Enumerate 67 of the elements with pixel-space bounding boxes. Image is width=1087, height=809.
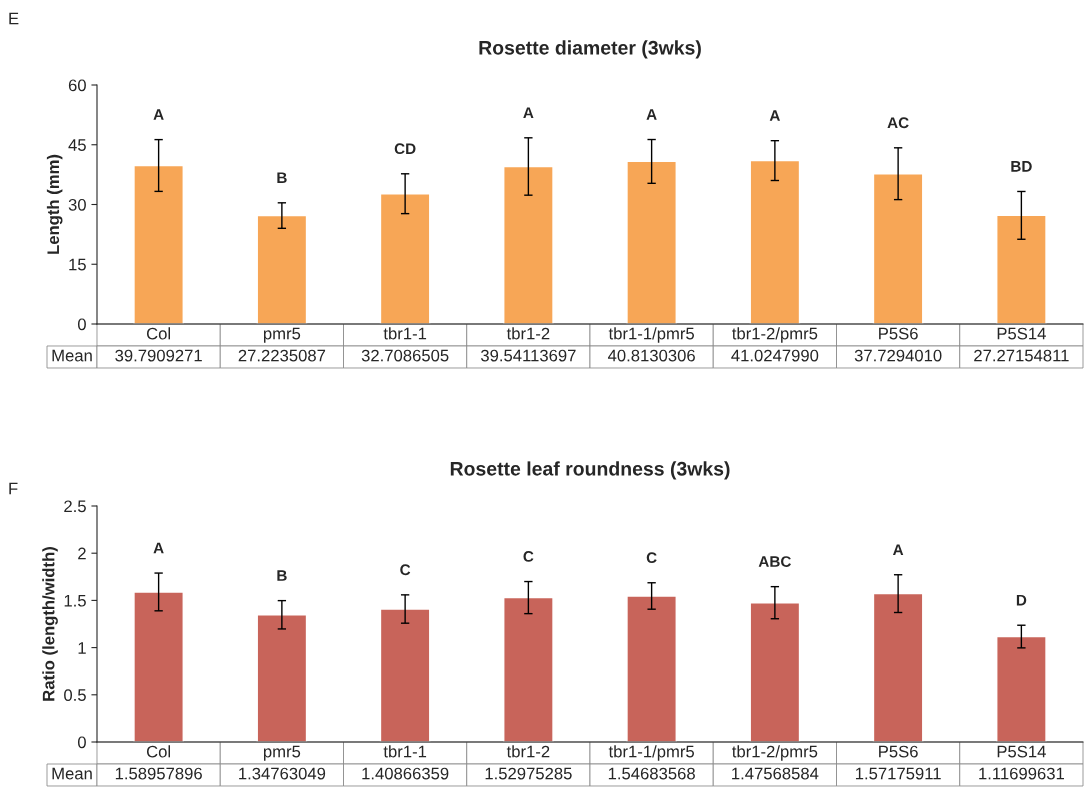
data-label: 27.27154811: [974, 349, 1069, 362]
annotation: ABC: [758, 556, 792, 567]
data-label: 1.52975285: [485, 767, 572, 780]
x-tick-label: tbr1-2/pmr5: [732, 327, 818, 343]
x-tick-label: Col: [146, 327, 171, 340]
annotation: BD: [1011, 161, 1032, 172]
data-label: 1.54683568: [608, 767, 695, 780]
x-tick-label: tbr1-2: [506, 745, 550, 758]
x-tick-label: Col: [146, 745, 171, 758]
y-tick-label: 0: [77, 318, 86, 331]
x-tick-label: tbr1-2/pmr5: [732, 745, 818, 761]
data-label: 39.54113697: [480, 349, 576, 362]
annotation: C: [646, 552, 657, 564]
y-tick-label: 0: [77, 736, 86, 749]
annotation: A: [892, 544, 904, 555]
text: E: [9, 12, 19, 25]
x-tick-label: P5S6: [879, 327, 918, 340]
x-tick-label: tbr1-1: [383, 327, 427, 340]
x-tick-label: pmr5: [263, 327, 301, 343]
data-label: 32.7086505: [361, 349, 449, 362]
y-tick-label: 15: [69, 258, 86, 271]
data-label: 1.40866359: [362, 767, 449, 780]
x-tick-label: tbr1-1/pmr5: [608, 327, 694, 343]
chart-title: Rosette diameter (3wks): [479, 40, 701, 59]
data-label: 1.47568584: [732, 767, 819, 780]
data-label: 37.7294010: [854, 349, 942, 362]
x-tick-label: P5S14: [997, 745, 1046, 758]
text: Mean: [52, 767, 92, 780]
data-label: 40.8130306: [607, 349, 695, 362]
x-tick-label: pmr5: [263, 745, 301, 761]
data-label: 27.2235087: [238, 349, 326, 362]
text: Mean: [52, 349, 92, 362]
data-label: 1.57175911: [855, 767, 941, 780]
y-tick-label: 1: [78, 642, 86, 654]
data-label: 1.58957896: [115, 767, 202, 780]
y-axis-title: Length (mm): [46, 154, 63, 254]
annotation: AC: [887, 117, 909, 129]
y-tick-label: 2: [78, 547, 86, 560]
text: F: [9, 482, 18, 495]
chart-title: Rosette leaf roundness (3wks): [450, 461, 730, 480]
annotation: CD: [394, 143, 416, 155]
x-tick-label: tbr1-1: [383, 745, 427, 758]
y-axis-title: Ratio (length/width): [42, 547, 58, 701]
annotation: A: [153, 109, 164, 120]
y-tick-label: 1.5: [64, 594, 86, 607]
y-tick-label: 30: [68, 198, 86, 211]
y-tick-label: 0.5: [64, 689, 86, 701]
annotation: A: [153, 542, 164, 554]
annotation: A: [769, 110, 780, 121]
x-tick-label: P5S6: [879, 745, 918, 758]
annotation: C: [400, 564, 411, 576]
x-tick-label: tbr1-2: [506, 327, 550, 340]
annotation: C: [523, 551, 534, 562]
data-label: 1.11699631: [979, 767, 1064, 780]
annotation: B: [277, 172, 287, 183]
annotation: A: [523, 107, 534, 118]
y-tick-label: 45: [68, 139, 86, 151]
y-tick-label: 2.5: [64, 500, 86, 513]
data-label: 1.34763049: [239, 767, 326, 780]
data-label: 39.7909271: [115, 349, 202, 362]
data-label: 41.0247990: [731, 349, 819, 362]
annotation: D: [1016, 594, 1027, 606]
x-tick-label: P5S14: [997, 327, 1046, 340]
x-tick-label: tbr1-1/pmr5: [608, 745, 694, 761]
annotation: B: [277, 570, 287, 581]
y-tick-label: 60: [68, 79, 86, 92]
annotation: A: [646, 109, 657, 120]
